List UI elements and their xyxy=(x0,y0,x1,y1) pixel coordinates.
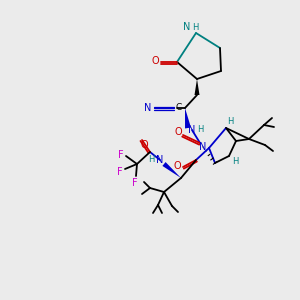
Text: O: O xyxy=(140,140,148,150)
Text: N: N xyxy=(183,22,191,32)
Text: H: H xyxy=(227,116,233,125)
Text: N: N xyxy=(144,103,152,113)
Text: H: H xyxy=(192,22,198,32)
Text: O: O xyxy=(173,161,181,171)
Text: H: H xyxy=(197,125,203,134)
Text: F: F xyxy=(118,150,124,160)
Text: N: N xyxy=(199,142,207,152)
Text: F: F xyxy=(132,178,138,188)
Polygon shape xyxy=(162,162,181,178)
Text: H: H xyxy=(148,155,154,164)
Text: C: C xyxy=(176,103,182,112)
Text: F: F xyxy=(117,167,123,177)
Text: N: N xyxy=(188,125,196,135)
Text: H: H xyxy=(232,157,238,166)
Polygon shape xyxy=(194,79,200,95)
Text: O: O xyxy=(151,56,159,66)
Text: N: N xyxy=(156,155,164,165)
Polygon shape xyxy=(185,108,191,128)
Text: O: O xyxy=(174,127,182,137)
